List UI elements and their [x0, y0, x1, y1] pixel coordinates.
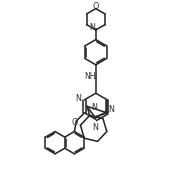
Text: N: N	[108, 105, 114, 114]
Text: O: O	[71, 118, 78, 127]
Text: N: N	[91, 103, 97, 112]
Text: NH: NH	[84, 72, 96, 81]
Text: N: N	[75, 94, 81, 103]
Text: N: N	[92, 123, 98, 132]
Text: O: O	[93, 2, 99, 11]
Text: N: N	[89, 23, 95, 32]
